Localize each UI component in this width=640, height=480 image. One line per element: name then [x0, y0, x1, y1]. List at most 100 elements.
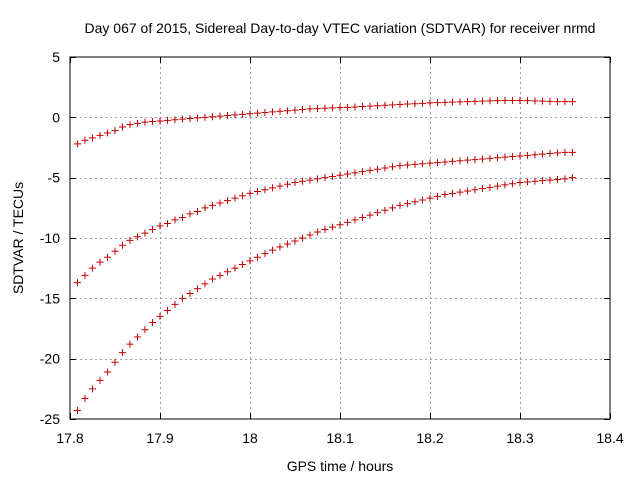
data-point: [216, 199, 224, 207]
data-point: [358, 213, 366, 221]
data-point: [366, 211, 374, 219]
data-point: [516, 152, 524, 160]
data-point: [441, 158, 449, 166]
data-point: [456, 188, 464, 196]
data-point: [261, 250, 269, 258]
data-point: [178, 213, 186, 221]
data-point: [321, 174, 329, 182]
data-point: [111, 358, 119, 366]
data-point: [456, 157, 464, 165]
data-point: [403, 100, 411, 108]
data-point: [531, 97, 539, 105]
data-point: [321, 226, 329, 234]
data-point: [223, 197, 231, 205]
data-point: [298, 234, 306, 242]
data-point: [546, 176, 554, 184]
data-point: [336, 171, 344, 179]
y-tick-label: -15: [40, 290, 60, 306]
data-point: [433, 99, 441, 107]
data-point: [366, 102, 374, 110]
data-point: [561, 148, 569, 156]
data-point: [238, 261, 246, 269]
data-point: [118, 349, 126, 357]
data-point: [306, 105, 314, 113]
data-point: [426, 159, 434, 167]
data-point: [73, 140, 81, 148]
data-point: [216, 112, 224, 120]
data-point: [553, 98, 561, 106]
data-point: [306, 231, 314, 239]
data-point: [351, 169, 359, 177]
data-point: [81, 136, 89, 144]
data-point: [283, 180, 291, 188]
data-point: [313, 228, 321, 236]
data-point: [268, 108, 276, 116]
data-point: [291, 106, 299, 114]
data-point: [568, 98, 576, 106]
data-point: [358, 168, 366, 176]
data-point: [568, 148, 576, 156]
data-point: [538, 97, 546, 105]
data-point: [276, 182, 284, 190]
data-point: [73, 279, 81, 287]
data-point: [178, 294, 186, 302]
grid-layer: [70, 57, 610, 419]
data-point: [336, 221, 344, 229]
tick-layer: [70, 57, 611, 420]
data-point: [268, 246, 276, 254]
data-point: [501, 181, 509, 189]
data-point: [328, 172, 336, 180]
data-point: [531, 177, 539, 185]
data-point: [141, 229, 149, 237]
data-point: [246, 110, 254, 118]
data-point: [253, 109, 261, 117]
data-point: [163, 306, 171, 314]
data-point: [493, 97, 501, 105]
data-point: [96, 258, 104, 266]
data-point: [171, 300, 179, 308]
x-tick-label: 18.2: [416, 430, 443, 446]
data-point: [396, 162, 404, 170]
data-point: [118, 123, 126, 131]
data-point: [403, 161, 411, 169]
data-point: [381, 206, 389, 214]
data-point: [231, 111, 239, 119]
x-tick-labels: 17.8 17.9 18 18.1 18.2 18.3 18.4: [56, 430, 623, 446]
data-point: [283, 240, 291, 248]
data-point: [163, 116, 171, 124]
data-point: [88, 385, 96, 393]
data-point: [276, 243, 284, 251]
data-point: [501, 153, 509, 161]
chart-title: Day 067 of 2015, Sidereal Day-to-day VTE…: [85, 20, 596, 36]
x-tick-label: 18.1: [326, 430, 353, 446]
data-point: [471, 186, 479, 194]
data-point: [396, 201, 404, 209]
series-lower: [73, 174, 576, 415]
data-point: [81, 394, 89, 402]
data-point: [478, 185, 486, 193]
y-tick-label: -10: [40, 230, 60, 246]
data-point: [433, 192, 441, 200]
data-point: [381, 164, 389, 172]
data-point: [523, 97, 531, 105]
data-point: [291, 178, 299, 186]
data-point: [493, 182, 501, 190]
data-point: [268, 184, 276, 192]
data-point: [238, 110, 246, 118]
data-point: [88, 264, 96, 272]
data-point: [471, 156, 479, 164]
data-point: [118, 241, 126, 249]
data-point: [201, 113, 209, 121]
data-point: [133, 233, 141, 241]
data-point: [111, 247, 119, 255]
y-tick-label: 5: [52, 49, 60, 65]
data-point: [373, 209, 381, 217]
data-point: [568, 174, 576, 182]
series-upper: [73, 96, 576, 148]
data-point: [253, 188, 261, 196]
data-point: [306, 176, 314, 184]
data-point: [486, 97, 494, 105]
y-tick-label: -5: [48, 170, 61, 186]
data-point: [448, 189, 456, 197]
